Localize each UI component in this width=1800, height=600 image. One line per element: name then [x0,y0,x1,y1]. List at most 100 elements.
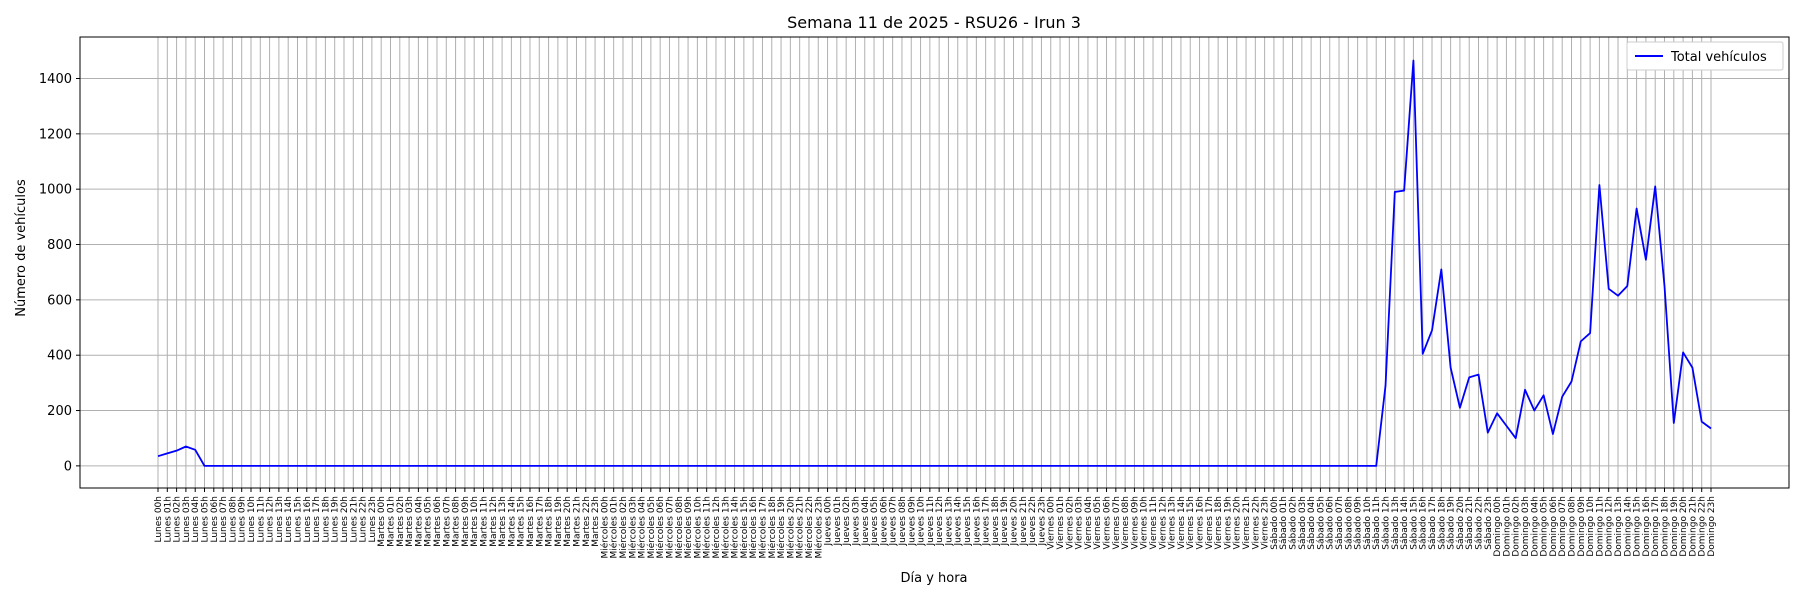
data-point [1319,465,1321,467]
x-axis: Lunes 00h Lunes 01h Lunes 02h Lunes 03h Lune… [154,488,1717,559]
y-tick-label: 1400 [39,72,72,87]
x-tick-label: Viernes 00h [1047,496,1057,550]
x-tick-label: Sábado 11h [1372,496,1382,550]
x-axis-label: Día y hora [900,571,967,586]
x-tick-label: Sábado 19h [1447,496,1457,550]
x-tick-label: Jueves 03h [851,496,861,546]
data-point [547,465,549,467]
x-tick-label: Martes 08h [452,496,462,547]
data-point [352,465,354,467]
data-point [1189,465,1191,467]
data-point [1598,184,1600,186]
x-tick-label: Martes 20h [563,496,573,547]
data-point [1198,465,1200,467]
chart-title: Semana 11 de 2025 - RSU26 - Irun 3 [787,13,1081,32]
x-tick-label: Martes 22h [582,496,592,547]
x-tick-label: Jueves 09h [907,496,917,546]
data-point [1366,465,1368,467]
x-tick-label: Sábado 01h [1279,496,1289,550]
data-point [538,465,540,467]
data-point [966,465,968,467]
data-point [1608,288,1610,290]
x-tick-label: Domingo 21h [1688,496,1698,557]
x-tick-label: Jueves 17h [982,496,992,546]
x-tick-label: Miércoles 10h [692,496,703,559]
x-tick-label: Viernes 12h [1158,496,1168,550]
data-point [733,465,735,467]
x-tick-label: Lunes 18h [321,496,331,543]
x-tick-label: Jueves 20h [1010,496,1020,546]
data-point [492,465,494,467]
data-point [891,465,893,467]
x-tick-label: Viernes 23h [1261,496,1271,550]
x-tick-label: Viernes 21h [1242,496,1252,550]
x-tick-label: Miércoles 01h [609,496,620,559]
data-point [1617,295,1619,297]
data-point [501,465,503,467]
data-point [854,465,856,467]
x-tick-label: Lunes 19h [331,496,341,543]
x-tick-label: Miércoles 22h [804,496,815,559]
data-point [1431,329,1433,331]
legend-label: Total vehículos [1670,50,1767,65]
x-tick-label: Miércoles 23h [813,496,824,559]
x-tick-label: Miércoles 11h [702,496,713,559]
x-tick-label: Domingo 13h [1614,496,1624,557]
data-point [1329,465,1331,467]
data-point [789,465,791,467]
x-tick-label: Sábado 03h [1298,496,1308,550]
data-point [1059,465,1061,467]
legend-box [1626,41,1784,71]
x-tick-label: Viernes 01h [1056,496,1066,550]
data-point [1635,207,1637,209]
data-point [1515,437,1517,439]
x-tick-label: Sábado 08h [1344,496,1354,550]
data-point [1301,465,1303,467]
x-tick-label: Martes 03h [405,496,415,547]
series-line-total-vehiculos [157,59,1712,467]
data-point [826,465,828,467]
x-tick-label: Lunes 00h [154,496,164,543]
x-tick-label: Jueves 19h [1000,496,1010,546]
y-tick-label: 600 [47,293,72,308]
x-tick-label: Martes 06h [433,496,443,547]
data-point [1459,407,1461,409]
data-point [1254,465,1256,467]
x-tick-label: Miércoles 17h [757,496,768,559]
x-tick-label: Martes 10h [470,496,480,547]
x-tick-label: Domingo 06h [1549,496,1559,557]
data-point [1673,422,1675,424]
x-tick-label: Lunes 15h [293,496,303,543]
data-point [361,465,363,467]
data-point [1170,465,1172,467]
x-tick-label: Jueves 12h [935,496,945,546]
data-point [1561,395,1563,397]
x-tick-label: Domingo 14h [1623,496,1633,557]
data-point [1077,465,1079,467]
data-point [836,465,838,467]
data-point [743,465,745,467]
x-tick-label: Martes 14h [507,496,517,547]
x-tick-label: Miércoles 16h [748,496,759,559]
x-tick-label: Domingo 18h [1661,496,1671,557]
x-tick-label: Jueves 21h [1019,496,1029,546]
data-point [1533,409,1535,411]
x-tick-label: Martes 05h [424,496,434,547]
x-tick-label: Jueves 04h [861,496,871,546]
x-tick-label: Miércoles 15h [739,496,750,559]
x-tick-label: Viernes 06h [1103,496,1113,550]
data-point [1050,465,1052,467]
x-tick-label: Lunes 12h [266,496,276,543]
x-tick-label: Viernes 19h [1223,496,1233,550]
x-tick-label: Sábado 10h [1363,496,1373,550]
x-tick-label: Sábado 07h [1335,496,1345,550]
x-tick-label: Viernes 05h [1093,496,1103,550]
x-tick-label: Domingo 03h [1521,496,1531,557]
data-point [510,465,512,467]
x-tick-label: Martes 04h [414,496,424,547]
x-tick-label: Sábado 20h [1456,496,1466,550]
data-point [715,465,717,467]
x-tick-label: Miércoles 21h [795,496,806,559]
data-point [1663,285,1665,287]
series-layer [157,59,1712,467]
